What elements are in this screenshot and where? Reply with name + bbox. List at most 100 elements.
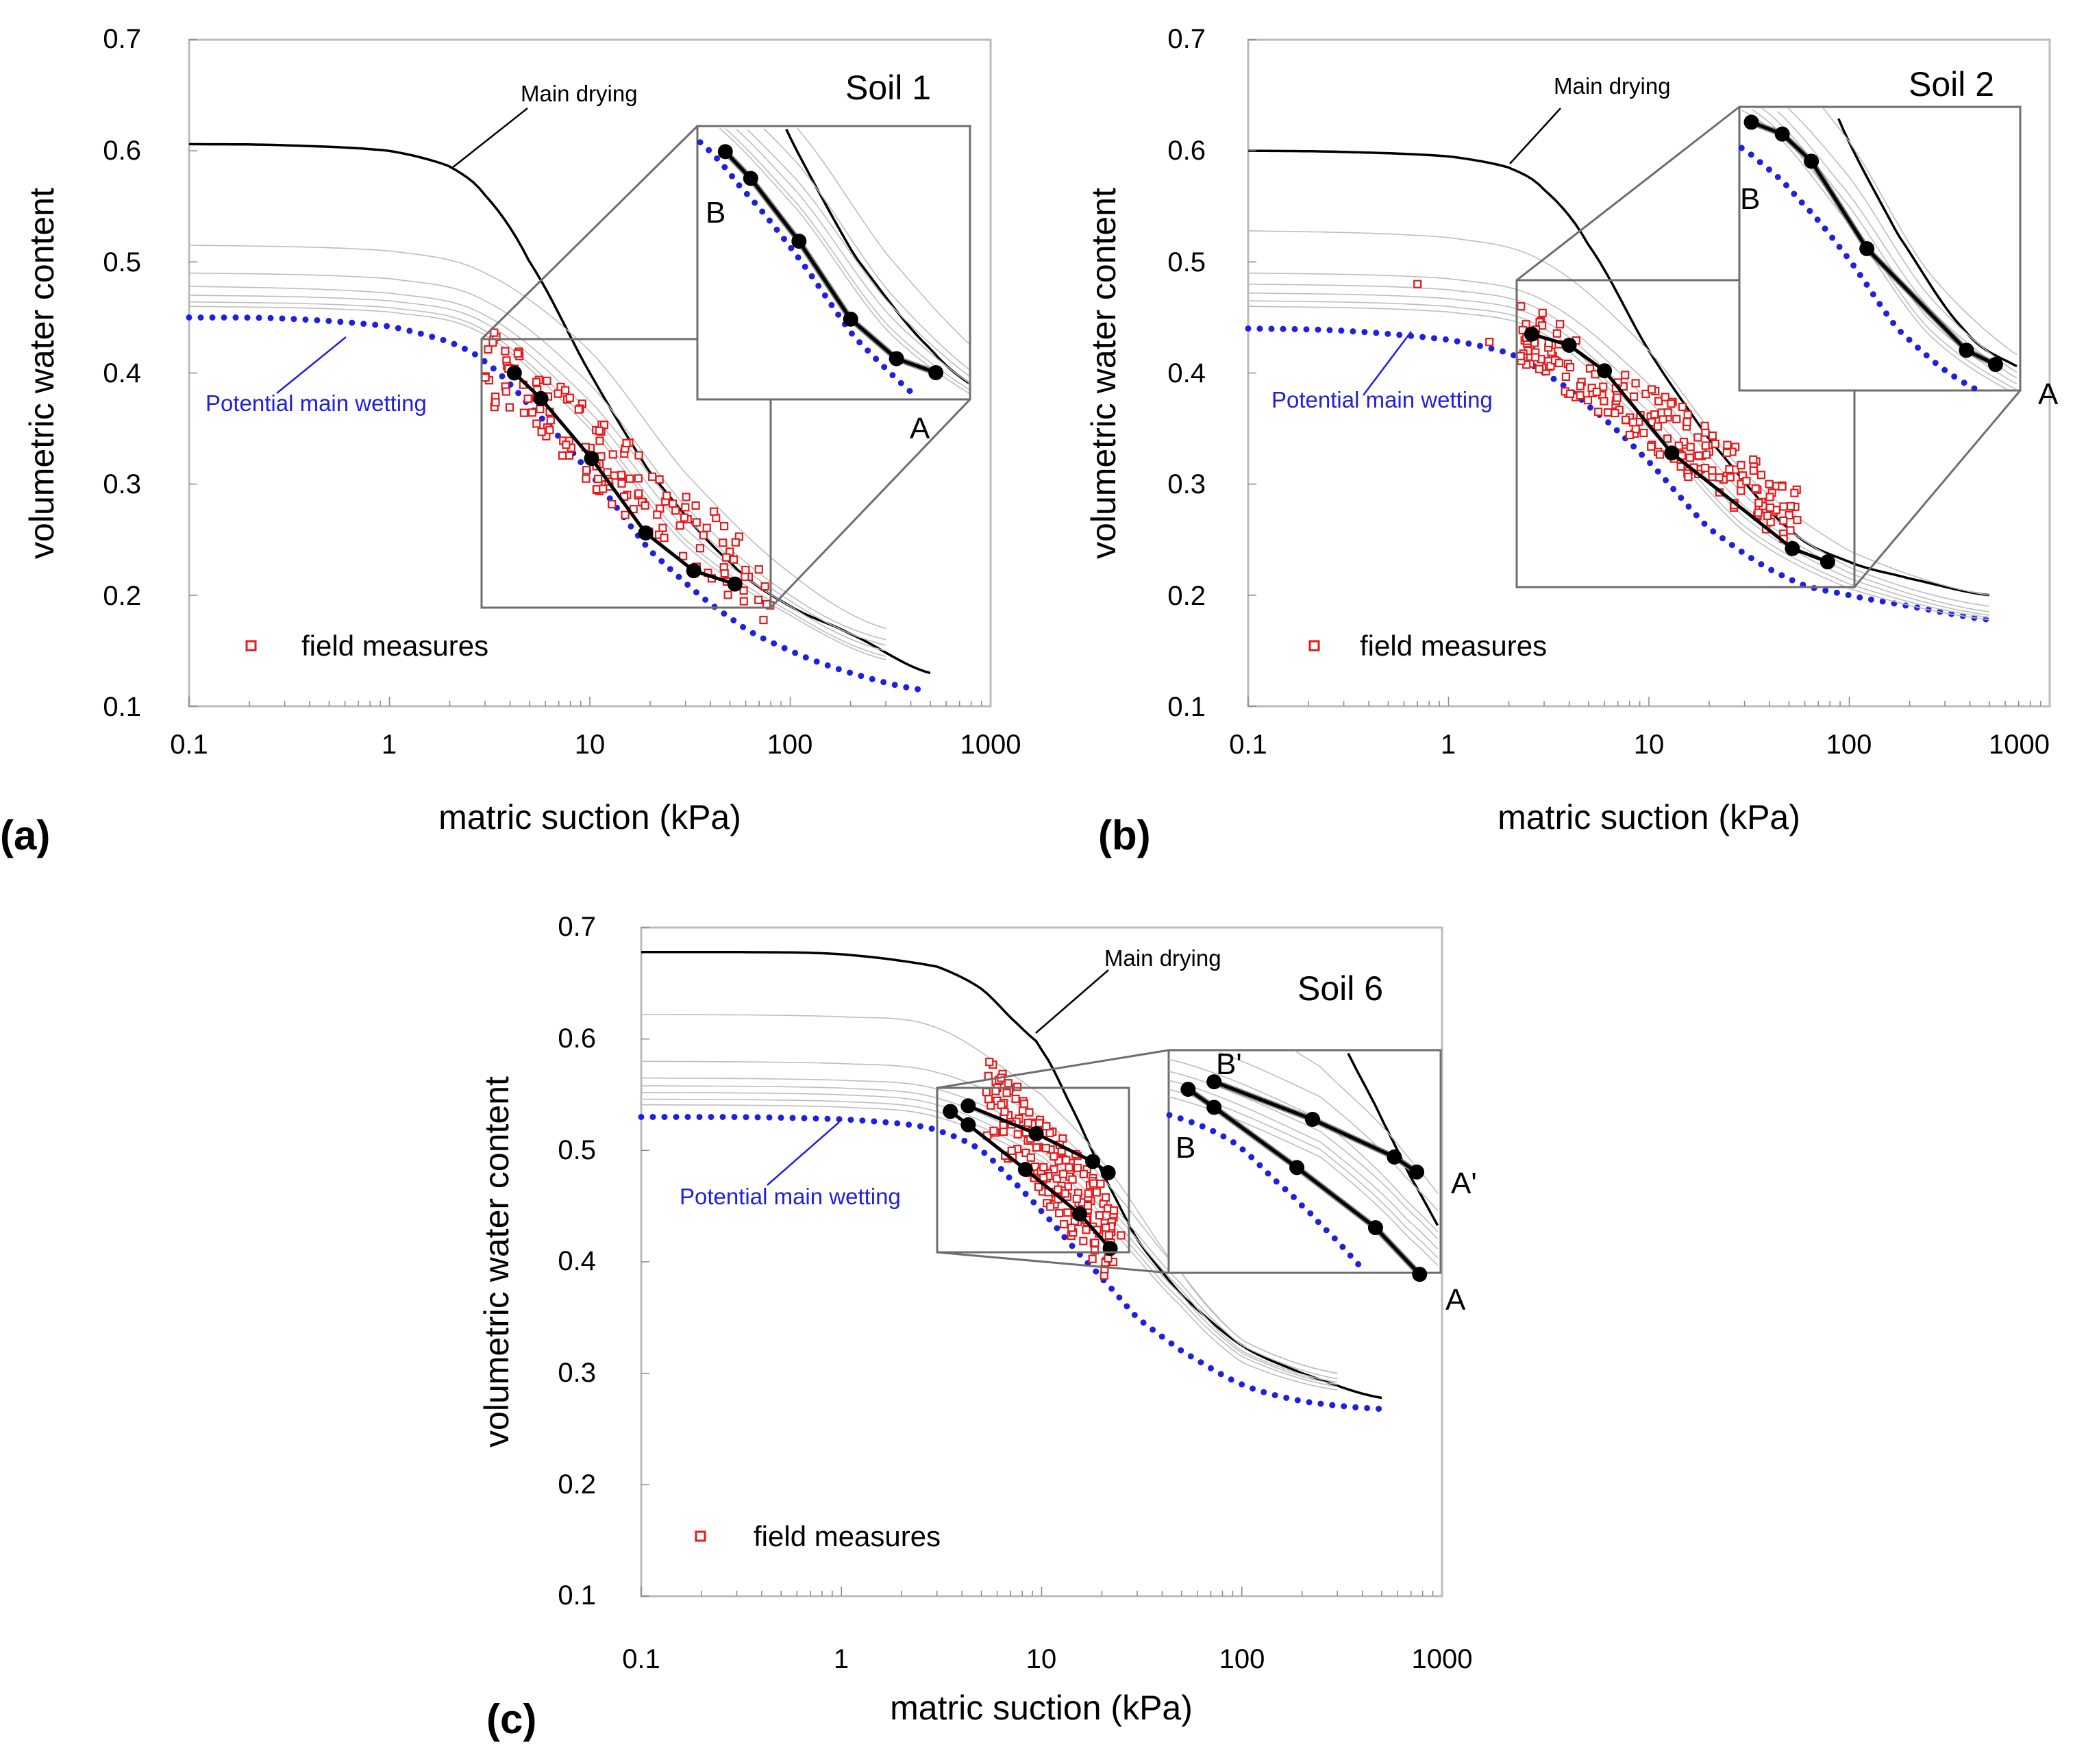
field-measure-point	[1025, 1108, 1034, 1117]
field-measure-point	[1000, 1107, 1009, 1116]
field-measure-point	[1661, 393, 1669, 401]
y-tick-0.4: 0.4	[1167, 358, 1206, 388]
field-measure-point	[582, 466, 591, 475]
field-measure-point	[1653, 422, 1662, 431]
ab-path-line	[967, 1104, 1110, 1174]
scanning-curve	[1219, 1052, 1439, 1211]
field-measure-point	[1073, 1163, 1082, 1172]
field-measure-point	[1600, 397, 1609, 406]
field-measure-point	[593, 474, 603, 484]
x-tick-10: 10	[1026, 1644, 1057, 1674]
endpoint-label-B: B	[1176, 1131, 1195, 1165]
ab-path-point	[727, 576, 743, 592]
zoom-box	[936, 1086, 1130, 1254]
field-measure-point	[1711, 439, 1719, 449]
field-measure-point	[1058, 1169, 1068, 1178]
ab-path-point	[1664, 445, 1680, 461]
panel-b: 0.7 0.6 0.5 0.4 0.3 0.2 0.1 0.1 1 10 100…	[1084, 24, 2059, 858]
ab-path-point	[1102, 1241, 1118, 1256]
field-measure-point	[1722, 448, 1731, 458]
field-measure-point	[1109, 1206, 1119, 1215]
scanning-curve	[1822, 108, 2017, 356]
field-measure-point	[1603, 408, 1613, 417]
field-measure-point	[1485, 337, 1494, 347]
main-drying-leader	[451, 108, 528, 169]
panel-a: 0.7 0.6 0.5 0.4 0.3 0.2 0.1 0.1 1 10 100…	[0, 24, 1021, 858]
field-measure-point	[1639, 428, 1648, 438]
field-measure-point	[1763, 511, 1772, 521]
main-drying-leader	[1035, 969, 1109, 1034]
x-tick-10: 10	[575, 730, 606, 760]
field-measure-point	[702, 523, 711, 532]
zoom-connector-top	[1516, 105, 1740, 282]
field-measure-point	[1708, 431, 1717, 440]
field-measure-point	[1079, 1237, 1088, 1245]
y-tick-0.7: 0.7	[558, 912, 596, 942]
panel-c: 0.7 0.6 0.5 0.4 0.3 0.2 0.1 0.1 1 10 100…	[477, 912, 1477, 1742]
scanning-curve	[736, 128, 969, 384]
y-tick-0.3: 0.3	[1167, 469, 1206, 499]
field-measure-point	[1685, 454, 1694, 462]
field-measure-point	[617, 471, 626, 480]
field-measure-point	[692, 518, 701, 527]
field-measure-point	[1041, 1143, 1050, 1152]
field-measure-point	[699, 531, 708, 540]
ab-path-point	[1819, 554, 1835, 570]
y-tick-0.4: 0.4	[103, 358, 141, 388]
field-measure-point	[1756, 471, 1766, 480]
field-measure-point	[527, 408, 537, 417]
field-measure-point	[1726, 473, 1735, 482]
field-measure-point	[682, 493, 691, 501]
legend-label-field: field measures	[754, 1520, 941, 1552]
field-measure-point	[984, 1095, 993, 1104]
inset-path-point	[889, 351, 904, 367]
inset-path-point	[1289, 1160, 1305, 1176]
field-measure-point	[625, 474, 634, 483]
legend-marker-field	[245, 640, 257, 651]
field-measure-point	[1715, 473, 1724, 482]
field-measure-point	[1042, 1122, 1051, 1131]
field-measure-point	[1793, 516, 1802, 525]
field-measure-point	[1765, 480, 1774, 488]
inset-path-point	[843, 311, 858, 327]
field-measure-point	[722, 553, 731, 562]
zoom-connector-bottom	[1853, 390, 2022, 588]
field-measure-point	[1667, 399, 1676, 408]
field-measure-point	[1765, 493, 1774, 501]
field-measure-point	[720, 569, 729, 578]
field-measure-point	[519, 408, 529, 417]
x-axis-label: matric suction (kPa)	[1498, 798, 1800, 836]
y-tick-0.3: 0.3	[103, 469, 141, 499]
field-measure-point	[545, 425, 554, 434]
field-measure-point	[574, 405, 583, 414]
field-measure-point	[1007, 1146, 1016, 1155]
potential-wetting-label: Potential main wetting	[1271, 387, 1493, 412]
ab-path-point	[1785, 541, 1800, 556]
field-measure-point	[608, 499, 617, 509]
zoom-connector-top	[480, 125, 699, 340]
field-measure-point	[546, 416, 555, 425]
field-measure-point	[695, 544, 705, 553]
field-measure-point	[741, 572, 749, 582]
field-measure-point	[1656, 450, 1665, 459]
inset-path-point	[1206, 1074, 1222, 1090]
field-measure-point	[1754, 508, 1763, 517]
field-measure-point	[1786, 526, 1795, 535]
field-measure-point	[720, 522, 729, 531]
field-measure-point	[1725, 464, 1734, 474]
field-measure-point	[582, 474, 591, 483]
field-measure-point	[599, 484, 608, 493]
field-measure-point	[759, 615, 768, 625]
field-measure-point	[1700, 421, 1709, 430]
scanning-curve	[1169, 1080, 1439, 1250]
field-measure-point	[634, 474, 643, 483]
y-tick-0.5: 0.5	[558, 1135, 596, 1165]
field-measure-point	[1065, 1163, 1073, 1172]
field-measure-point	[1611, 408, 1619, 418]
field-measure-point	[1749, 455, 1758, 464]
field-measure-point	[1694, 451, 1703, 460]
field-measure-point	[1046, 1202, 1055, 1211]
inset-path-point	[717, 144, 733, 160]
field-measure-point	[1654, 397, 1663, 406]
field-measure-point	[1004, 1079, 1013, 1088]
